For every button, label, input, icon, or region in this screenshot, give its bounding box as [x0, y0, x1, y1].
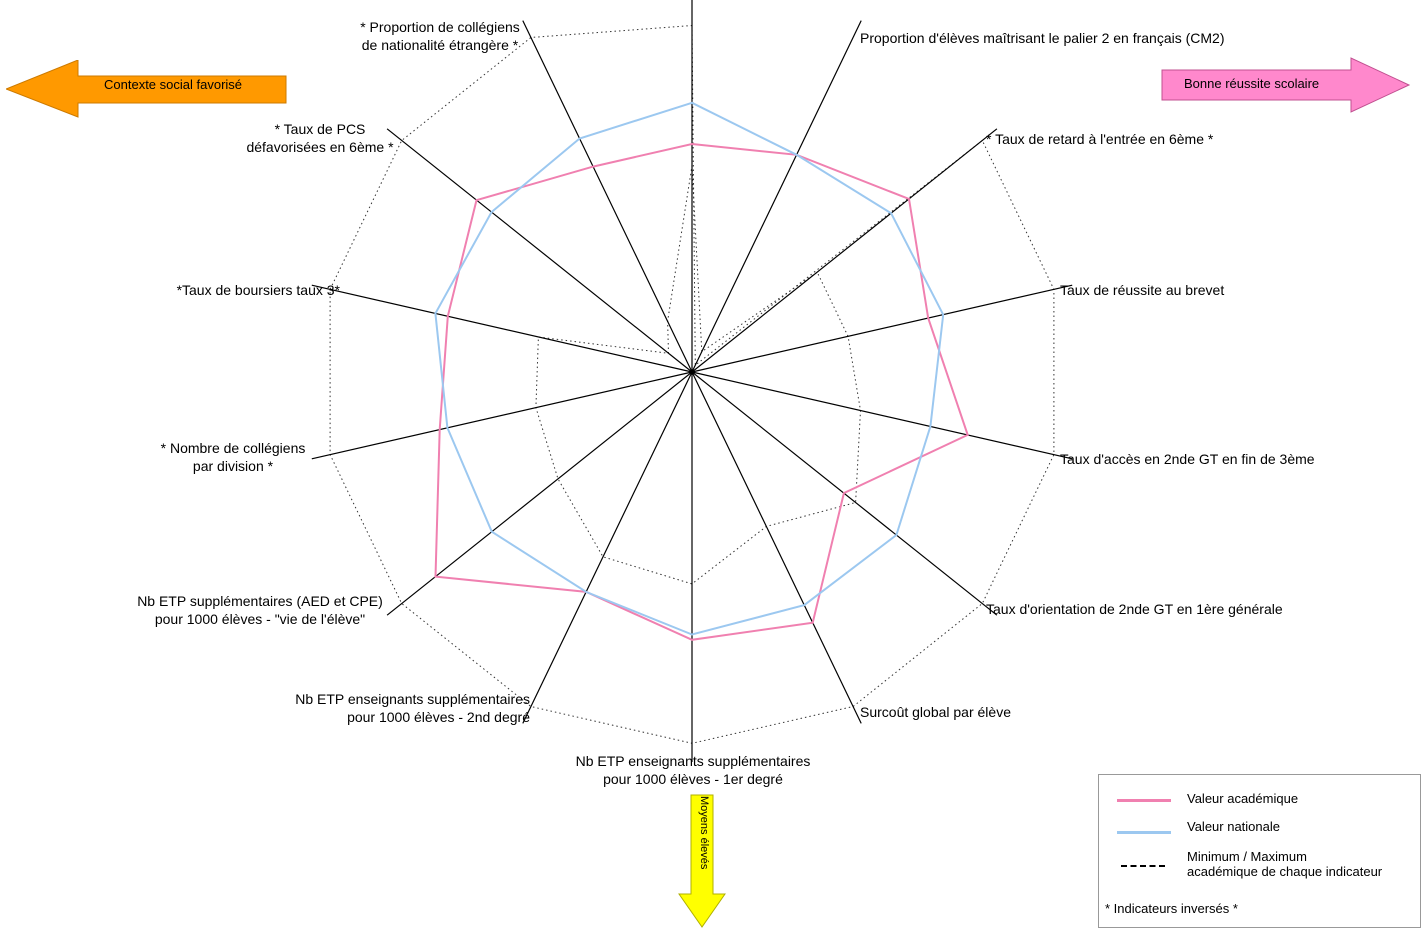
legend-label-nationale: Valeur nationale: [1187, 819, 1280, 834]
series-min-polygon: [535, 165, 862, 585]
legend-label-minmax-2: académique de chaque indicateur: [1187, 864, 1383, 879]
legend: Valeur académique Valeur nationale Minim…: [1098, 774, 1421, 928]
axes-layer: [311, 0, 1073, 762]
axis-line-12: [386, 128, 693, 373]
arrow-down-icon: [678, 794, 726, 928]
axis-line-13: [522, 20, 693, 373]
axis-label-0: Proportion d'élèves maîtrisant le palier…: [860, 30, 1225, 46]
axis-label-6-line1: Nb ETP enseignants supplémentaires: [575, 753, 811, 769]
arrow-down-label: Moyens élevés: [698, 796, 710, 870]
axis-line-10: [311, 371, 693, 460]
axis-label-9-line2: par division *: [192, 458, 274, 474]
axis-line-8: [522, 371, 693, 724]
legend-swatch-minmax: [1121, 865, 1165, 867]
axis-label-9-line1: * Nombre de collégiens: [160, 440, 306, 456]
series-academique-polygon: [434, 142, 969, 641]
axis-line-2: [691, 128, 998, 373]
arrow-right-icon: [1161, 57, 1411, 113]
axis-label-7-line1: Nb ETP enseignants supplémentaires: [295, 691, 530, 707]
axis-label-1: * Taux de retard à l'entrée en 6ème *: [986, 131, 1214, 147]
axis-label-3: Taux d'accès en 2nde GT en fin de 3ème: [1060, 451, 1315, 467]
axis-label-5: Surcoût global par élève: [860, 704, 1011, 720]
series-nationale-polygon: [434, 101, 945, 636]
series-layer: [434, 101, 969, 641]
axis-label-11-line2: défavorisées en 6ème *: [246, 139, 394, 155]
axis-label-12-line2: de nationalité étrangère *: [361, 37, 519, 53]
axis-line-1: [691, 20, 862, 373]
axis-line-9: [386, 371, 693, 616]
axis-label-7-line2: pour 1000 élèves - 2nd degré: [347, 709, 530, 725]
axis-label-7: Nb ETP enseignants supplémentaires pour …: [190, 690, 530, 726]
axis-label-8: Nb ETP supplémentaires (AED et CPE) pour…: [100, 592, 420, 628]
axis-label-6: Nb ETP enseignants supplémentaires pour …: [543, 752, 843, 788]
axis-line-4: [691, 371, 1073, 460]
axis-label-4: Taux d'orientation de 2nde GT en 1ère gé…: [986, 601, 1283, 617]
axis-label-2: Taux de réussite au brevet: [1060, 282, 1225, 298]
axis-label-11: * Taux de PCS défavorisées en 6ème *: [220, 120, 420, 156]
axis-label-12: * Proportion de collégiens de nationalit…: [330, 18, 550, 54]
arrow-left-label: Contexte social favorisé: [104, 77, 243, 92]
legend-label-academique: Valeur académique: [1187, 791, 1299, 806]
axis-label-11-line1: * Taux de PCS: [274, 121, 366, 137]
legend-swatch-academique: [1117, 799, 1171, 802]
legend-swatch-nationale: [1117, 831, 1171, 834]
axis-line-11: [311, 284, 693, 373]
axis-label-12-line1: * Proportion de collégiens: [360, 19, 520, 35]
axis-label-6-line2: pour 1000 élèves - 1er degré: [603, 771, 783, 787]
arrow-left-icon: [6, 60, 287, 118]
axis-line-3: [691, 284, 1073, 373]
axis-line-6: [691, 371, 862, 724]
arrow-right-label: Bonne réussite scolaire: [1184, 76, 1320, 91]
axis-label-9: * Nombre de collégiens par division *: [128, 439, 338, 475]
axis-label-8-line2: pour 1000 élèves - "vie de l'élève": [154, 611, 366, 627]
axis-label-10: *Taux de boursiers taux 3*: [176, 282, 340, 298]
legend-label-minmax-1: Minimum / Maximum: [1187, 849, 1307, 864]
axis-label-8-line1: Nb ETP supplémentaires (AED et CPE): [137, 593, 383, 609]
legend-note: * Indicateurs inversés *: [1105, 901, 1238, 916]
